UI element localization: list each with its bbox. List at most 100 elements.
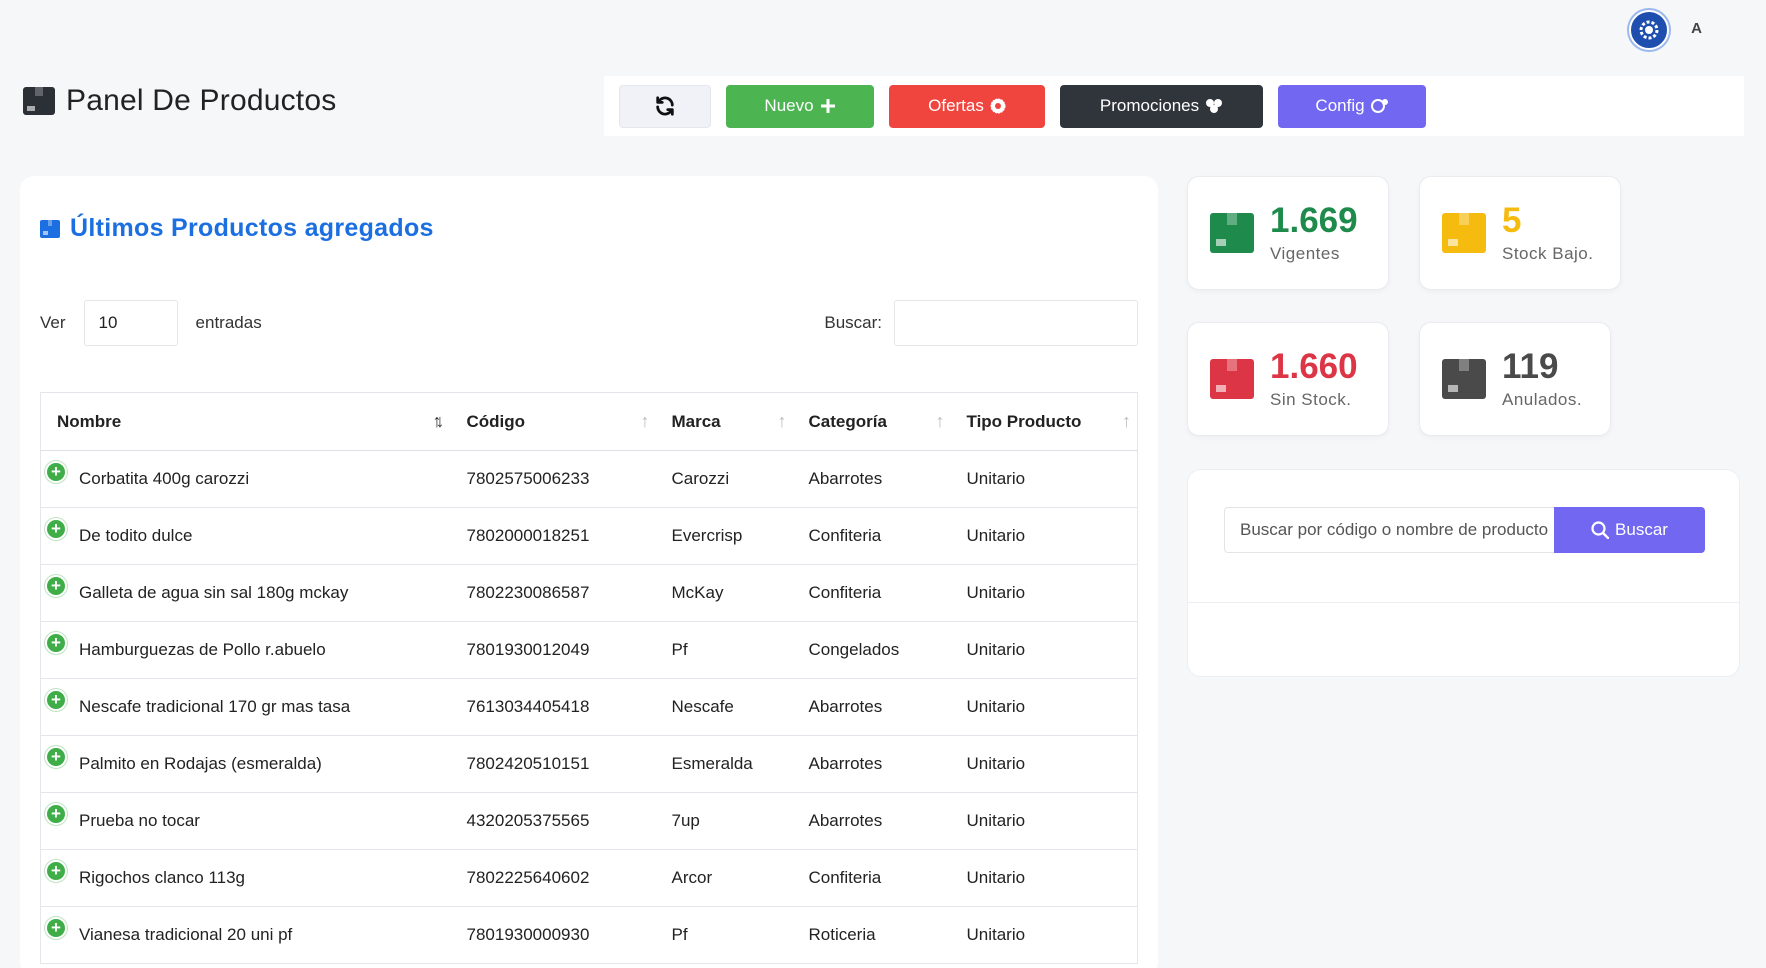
stat-value: 5 xyxy=(1502,201,1522,240)
column-header-codigo[interactable]: Código ↑ xyxy=(450,392,656,451)
stat-card-vigentes[interactable]: 1.669 Vigentes xyxy=(1187,176,1389,290)
stat-label: Vigentes xyxy=(1270,244,1340,263)
cell-codigo: 7801930000930 xyxy=(450,906,656,964)
cell-tipo: Unitario xyxy=(950,735,1138,793)
expand-plus-icon[interactable]: + xyxy=(45,575,67,597)
products-table: Nombre ↑↓ Código ↑ Marca ↑ Categoría ↑ T… xyxy=(40,392,1138,964)
cell-codigo: 7802225640602 xyxy=(450,849,656,907)
table-row[interactable]: + Galleta de agua sin sal 180g mckay 7802… xyxy=(40,564,1138,622)
cell-tipo: Unitario xyxy=(950,906,1138,964)
entries-suffix: entradas xyxy=(195,313,262,332)
product-search-button[interactable]: Buscar xyxy=(1554,507,1705,553)
column-header-categoria[interactable]: Categoría ↑ xyxy=(792,392,951,451)
cell-codigo: 7802575006233 xyxy=(450,450,656,508)
stat-label: Sin Stock. xyxy=(1270,390,1352,409)
stat-value: 119 xyxy=(1502,347,1559,386)
user-area: A xyxy=(1629,10,1702,50)
page-header: Panel De Productos xyxy=(22,84,336,118)
clover-icon xyxy=(1206,99,1223,113)
nuevo-button[interactable]: Nuevo xyxy=(726,84,874,128)
expand-plus-icon[interactable]: + xyxy=(45,917,67,939)
cell-nombre: + Corbatita 400g carozzi xyxy=(40,450,451,508)
product-search-input[interactable] xyxy=(1224,507,1554,553)
config-button[interactable]: Config xyxy=(1278,84,1426,128)
user-initial[interactable]: A xyxy=(1691,19,1702,37)
cell-marca: Pf xyxy=(655,906,793,964)
cell-nombre: + Rigochos clanco 113g xyxy=(40,849,451,907)
cell-codigo: 7613034405418 xyxy=(450,678,656,736)
user-avatar[interactable] xyxy=(1629,10,1670,50)
cell-marca: Evercrisp xyxy=(655,507,793,565)
cell-categoria: Congelados xyxy=(792,621,951,679)
stat-label: Stock Bajo. xyxy=(1502,244,1594,263)
expand-plus-icon[interactable]: + xyxy=(45,689,67,711)
column-header-nombre[interactable]: Nombre ↑↓ xyxy=(40,392,451,451)
entries-prefix: Ver xyxy=(40,313,66,332)
cell-codigo: 7802000018251 xyxy=(450,507,656,565)
expand-plus-icon[interactable]: + xyxy=(45,746,67,768)
expand-plus-icon[interactable]: + xyxy=(45,461,67,483)
nuevo-button-label: Nuevo xyxy=(764,96,814,115)
cell-codigo: 4320205375565 xyxy=(450,792,656,850)
page-title: Panel De Productos xyxy=(66,84,337,117)
products-card-title-text: Últimos Productos agregados xyxy=(70,214,434,242)
table-header-row: Nombre ↑↓ Código ↑ Marca ↑ Categoría ↑ T… xyxy=(40,392,1138,451)
cell-tipo: Unitario xyxy=(950,849,1138,907)
refresh-icon xyxy=(656,96,674,116)
toolbar: Nuevo Ofertas Promociones Config xyxy=(604,76,1744,136)
cell-nombre: + Vianesa tradicional 20 uni pf xyxy=(40,906,451,964)
box-icon xyxy=(1442,359,1486,399)
expand-plus-icon[interactable]: + xyxy=(45,632,67,654)
box-icon xyxy=(1210,213,1254,253)
table-row[interactable]: + Hamburguezas de Pollo r.abuelo 78019300… xyxy=(40,621,1138,679)
sort-icon: ↑ xyxy=(935,411,945,431)
table-row[interactable]: + Rigochos clanco 113g 7802225640602 Arco… xyxy=(40,849,1138,907)
table-search-control: Buscar: xyxy=(824,300,1138,346)
promociones-button[interactable]: Promociones xyxy=(1060,84,1263,128)
refresh-button[interactable] xyxy=(619,84,711,128)
cell-nombre: + Galleta de agua sin sal 180g mckay xyxy=(40,564,451,622)
cell-nombre: + Prueba no tocar xyxy=(40,792,451,850)
cell-marca: Carozzi xyxy=(655,450,793,508)
cell-tipo: Unitario xyxy=(950,564,1138,622)
table-row[interactable]: + Palmito en Rodajas (esmeralda) 78024205… xyxy=(40,735,1138,793)
user-gear-icon xyxy=(1370,99,1388,113)
product-search-button-label: Buscar xyxy=(1615,520,1668,539)
table-row[interactable]: + Nescafe tradicional 170 gr mas tasa 761… xyxy=(40,678,1138,736)
products-card-title: Últimos Productos agregados xyxy=(40,214,434,243)
table-search-input[interactable] xyxy=(894,300,1138,346)
column-header-marca[interactable]: Marca ↑ xyxy=(655,392,793,451)
cell-categoria: Abarrotes xyxy=(792,792,951,850)
expand-plus-icon[interactable]: + xyxy=(45,860,67,882)
cell-nombre: + Palmito en Rodajas (esmeralda) xyxy=(40,735,451,793)
ofertas-button-label: Ofertas xyxy=(928,96,984,115)
table-row[interactable]: + De todito dulce 7802000018251 Evercrisp… xyxy=(40,507,1138,565)
stat-card-stock-bajo[interactable]: 5 Stock Bajo. xyxy=(1419,176,1621,290)
cell-marca: Arcor xyxy=(655,849,793,907)
entries-length-select[interactable] xyxy=(83,300,178,346)
cell-marca: Pf xyxy=(655,621,793,679)
products-card: Últimos Productos agregados Ver entradas… xyxy=(20,176,1158,968)
cell-marca: Esmeralda xyxy=(655,735,793,793)
cell-tipo: Unitario xyxy=(950,678,1138,736)
panel-divider xyxy=(1188,602,1739,603)
table-search-label: Buscar: xyxy=(824,313,882,332)
cell-tipo: Unitario xyxy=(950,792,1138,850)
cell-marca: Nescafe xyxy=(655,678,793,736)
table-row[interactable]: + Corbatita 400g carozzi 7802575006233 Ca… xyxy=(40,450,1138,508)
expand-plus-icon[interactable]: + xyxy=(45,803,67,825)
stat-label: Anulados. xyxy=(1502,390,1583,409)
gear-icon xyxy=(1639,20,1659,40)
cell-nombre: + De todito dulce xyxy=(40,507,451,565)
table-row[interactable]: + Prueba no tocar 4320205375565 7up Abarr… xyxy=(40,792,1138,850)
cell-codigo: 7801930012049 xyxy=(450,621,656,679)
stat-value: 1.669 xyxy=(1270,201,1358,240)
entries-length-control: Ver entradas xyxy=(40,300,262,346)
column-header-tipo-producto[interactable]: Tipo Producto ↑ xyxy=(950,392,1138,451)
expand-plus-icon[interactable]: + xyxy=(45,518,67,540)
config-button-label: Config xyxy=(1315,96,1365,115)
stat-card-anulados[interactable]: 119 Anulados. xyxy=(1419,322,1611,436)
table-row[interactable]: + Vianesa tradicional 20 uni pf 780193000… xyxy=(40,906,1138,964)
stat-card-sin-stock[interactable]: 1.660 Sin Stock. xyxy=(1187,322,1389,436)
ofertas-button[interactable]: Ofertas xyxy=(889,84,1045,128)
